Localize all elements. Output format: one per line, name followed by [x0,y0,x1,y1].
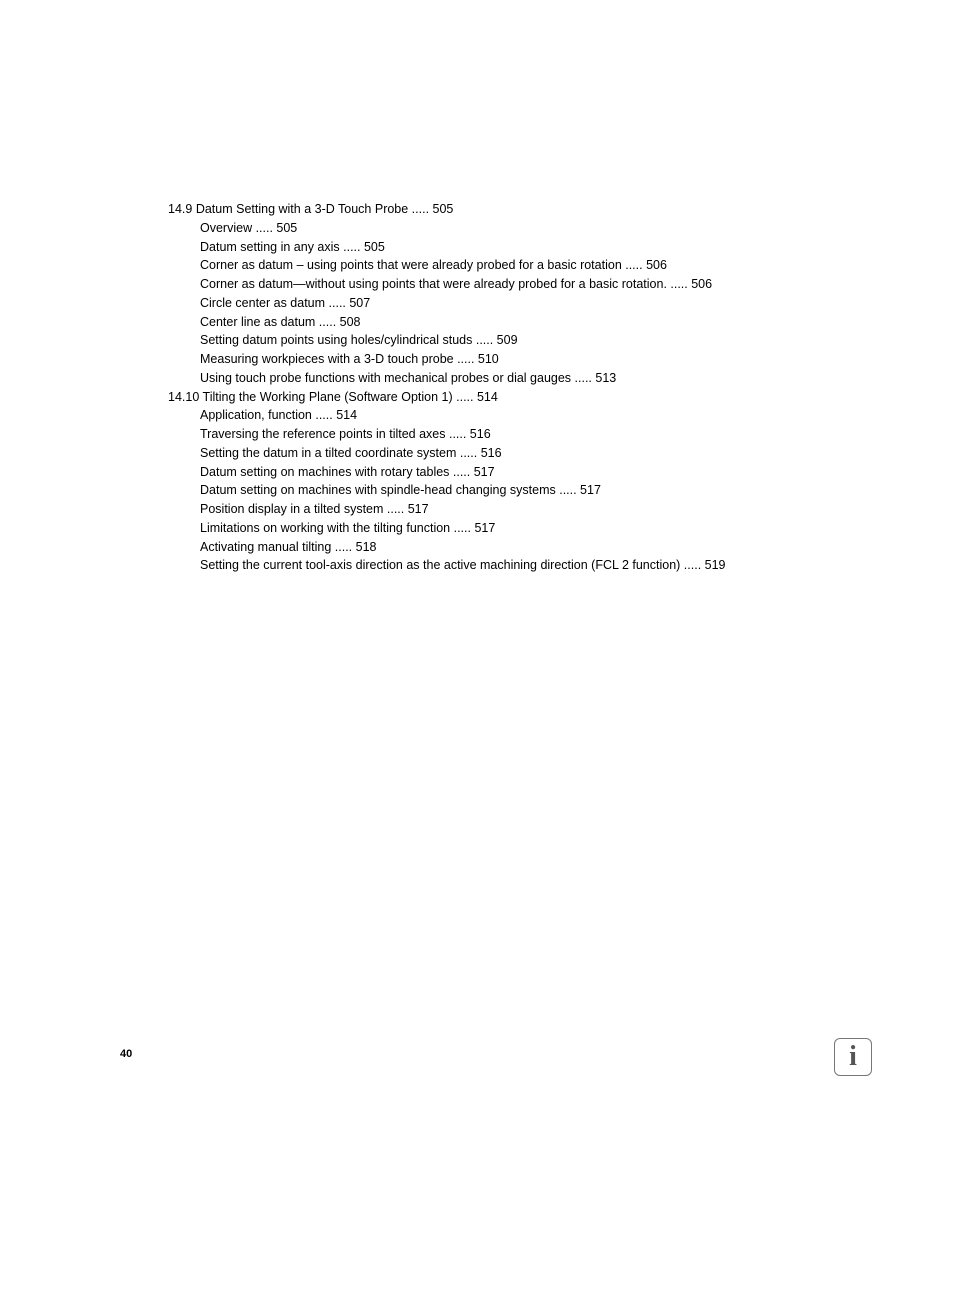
toc-item: Measuring workpieces with a 3-D touch pr… [200,350,894,369]
toc-section-14-9: 14.9 Datum Setting with a 3-D Touch Prob… [168,200,894,388]
toc-item: Limitations on working with the tilting … [200,519,894,538]
page: 14.9 Datum Setting with a 3-D Touch Prob… [0,0,954,1308]
toc-item: Using touch probe functions with mechani… [200,369,894,388]
sub-list: Overview ..... 505 Datum setting in any … [168,219,894,388]
toc-item: Setting datum points using holes/cylindr… [200,331,894,350]
toc-item: Application, function ..... 514 [200,406,894,425]
toc-item: Datum setting in any axis ..... 505 [200,238,894,257]
section-heading: 14.10 Tilting the Working Plane (Softwar… [168,388,894,407]
info-icon: i [834,1038,872,1076]
page-number: 40 [120,1048,132,1060]
toc-item: Datum setting on machines with rotary ta… [200,463,894,482]
toc-item: Activating manual tilting ..... 518 [200,538,894,557]
section-number: 14.10 [168,390,199,404]
toc-item: Traversing the reference points in tilte… [200,425,894,444]
toc-item: Position display in a tilted system ....… [200,500,894,519]
section-number: 14.9 [168,202,192,216]
toc-section-14-10: 14.10 Tilting the Working Plane (Softwar… [168,388,894,576]
toc-item: Corner as datum—without using points tha… [200,275,894,294]
toc-item: Center line as datum ..... 508 [200,313,894,332]
toc-item: Corner as datum – using points that were… [200,256,894,275]
sub-list: Application, function ..... 514 Traversi… [168,406,894,575]
toc-item: Circle center as datum ..... 507 [200,294,894,313]
toc-item: Setting the datum in a tilted coordinate… [200,444,894,463]
section-heading: 14.9 Datum Setting with a 3-D Touch Prob… [168,200,894,219]
toc-item: Setting the current tool-axis direction … [200,556,894,575]
toc-content: 14.9 Datum Setting with a 3-D Touch Prob… [168,200,894,575]
toc-item: Overview ..... 505 [200,219,894,238]
toc-item: Datum setting on machines with spindle-h… [200,481,894,500]
info-glyph: i [849,1043,857,1071]
section-title: Datum Setting with a 3-D Touch Probe ...… [196,202,454,216]
section-title: Tilting the Working Plane (Software Opti… [203,390,498,404]
